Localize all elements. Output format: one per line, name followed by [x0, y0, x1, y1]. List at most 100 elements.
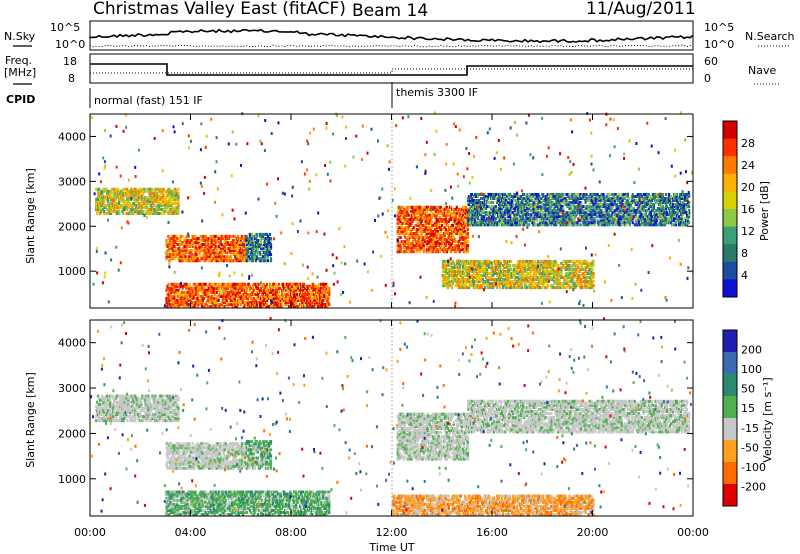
echo-cell: [273, 296, 277, 300]
echo-cell: [444, 215, 447, 219]
echo-cell: [457, 219, 460, 223]
echo-cell: [180, 294, 183, 298]
echo-cell: [128, 189, 131, 193]
echo-cell: [585, 199, 588, 202]
echo-cell: [306, 303, 309, 306]
echo-cell: [466, 234, 470, 237]
echo-cell: [469, 195, 473, 198]
echo-cell: [592, 213, 595, 217]
echo-cell: [116, 195, 119, 199]
echo-cell: [620, 205, 623, 209]
echo-cell: [416, 228, 419, 231]
echo-cell: [254, 245, 257, 248]
echo-cell: [402, 217, 405, 221]
echo-cell: [152, 212, 155, 215]
echo-cell: [628, 219, 631, 223]
echo-cell: [551, 217, 554, 221]
echo-cell: [540, 201, 543, 204]
echo-cell: [433, 221, 436, 225]
echo-cell: [481, 203, 485, 207]
echo-cell: [542, 193, 545, 196]
echo-cell: [426, 223, 429, 227]
echo-cell: [440, 223, 443, 227]
echo-cell: [401, 228, 404, 231]
echo-cell: [326, 284, 329, 288]
echo-cell: [431, 211, 434, 215]
echo-cell: [609, 199, 612, 202]
echo-cell: [226, 305, 229, 308]
echo-cell: [182, 251, 185, 255]
echo-cell: [537, 201, 540, 204]
echo-cell: [623, 203, 626, 207]
echo-cell: [483, 193, 486, 196]
echo-cell: [533, 221, 536, 225]
echo-cell: [142, 212, 145, 215]
echo-cell: [170, 253, 173, 257]
echo-cell: [465, 209, 469, 213]
echo-cell: [503, 195, 506, 198]
echo-cell: [567, 195, 570, 198]
echo-cell: [197, 239, 200, 242]
echo-cell: [546, 205, 549, 209]
echo-cell: [578, 207, 581, 211]
echo-cell: [230, 243, 233, 246]
echo-cell: [544, 213, 547, 217]
echo-cell: [528, 201, 531, 204]
echo-cell: [271, 301, 275, 304]
echo-cell: [610, 207, 613, 211]
echo-cell: [623, 211, 626, 215]
echo-cell: [101, 191, 104, 195]
echo-cell: [512, 219, 515, 223]
echo-cell: [408, 236, 411, 240]
echo-cell: [496, 209, 499, 213]
echo-cell: [489, 213, 492, 217]
echo-cell: [276, 292, 280, 296]
echo-cell: [557, 213, 560, 217]
echo-cell: [494, 209, 497, 213]
echo-cell: [115, 197, 118, 201]
echo-cell: [131, 191, 134, 195]
echo-cell: [500, 215, 503, 219]
echo-cell: [98, 204, 101, 207]
echo-cell: [252, 288, 255, 292]
echo-cell: [625, 209, 628, 213]
echo-cell: [96, 199, 99, 203]
echo-cell: [605, 197, 608, 200]
echo-cell: [222, 234, 225, 238]
echo-cell: [318, 282, 321, 286]
echo-cell: [559, 195, 562, 198]
echo-cell: [164, 204, 167, 207]
echo-cell: [407, 240, 410, 244]
echo-cell: [568, 201, 571, 204]
echo-cell: [405, 250, 408, 254]
echo-cell: [562, 197, 565, 200]
echo-cell: [466, 250, 470, 254]
echo-cell: [169, 212, 172, 215]
echo-cell: [483, 205, 486, 209]
echo-cell: [223, 286, 226, 290]
echo-cell: [185, 241, 188, 244]
echo-cell: [274, 301, 278, 304]
echo-cell: [227, 237, 230, 240]
echo-cell: [323, 294, 326, 298]
echo-cell: [208, 255, 211, 259]
echo-cell: [588, 199, 591, 202]
echo-cell: [460, 215, 463, 219]
echo-cell: [645, 199, 648, 202]
echo-cell: [177, 253, 180, 257]
echo-cell: [256, 249, 259, 253]
echo-cell: [212, 288, 215, 292]
echo-cell: [418, 228, 421, 231]
echo-cell: [199, 255, 202, 259]
echo-cell: [589, 207, 592, 211]
echo-cell: [501, 209, 504, 213]
echo-cell: [429, 217, 432, 221]
echo-cell: [632, 211, 635, 215]
echo-cell: [572, 203, 575, 207]
echo-cell: [497, 197, 500, 200]
echo-cell: [627, 211, 630, 215]
echo-cell: [291, 284, 294, 288]
echo-cell: [396, 232, 399, 235]
echo-cell: [97, 210, 100, 213]
echo-cell: [435, 217, 438, 221]
